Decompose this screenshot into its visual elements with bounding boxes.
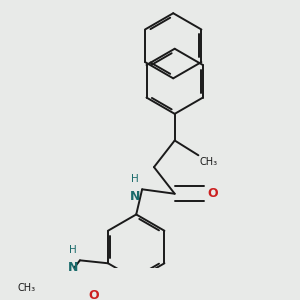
Text: O: O [207, 187, 218, 200]
Text: N: N [130, 190, 141, 203]
Text: CH₃: CH₃ [17, 284, 35, 293]
Text: H: H [131, 174, 139, 184]
Text: CH₃: CH₃ [200, 157, 218, 167]
Text: O: O [89, 289, 99, 300]
Text: H: H [69, 245, 77, 255]
Text: N: N [68, 261, 78, 274]
